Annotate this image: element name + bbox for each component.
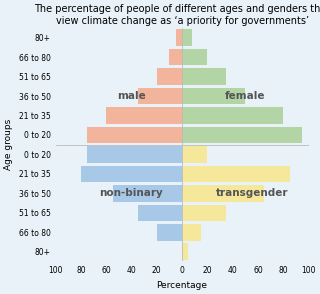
Bar — [113, 185, 182, 202]
Text: male: male — [117, 91, 146, 101]
Bar — [138, 88, 182, 104]
Bar — [157, 224, 182, 240]
Bar — [157, 68, 182, 85]
Text: non-binary: non-binary — [100, 188, 163, 198]
Bar — [87, 127, 182, 143]
Bar — [182, 49, 207, 65]
X-axis label: Percentage: Percentage — [156, 281, 208, 290]
Bar — [182, 166, 290, 182]
Bar — [182, 146, 207, 163]
Bar — [87, 146, 182, 163]
Bar — [176, 29, 182, 46]
Bar — [182, 107, 283, 124]
Bar — [182, 243, 188, 260]
Text: female: female — [225, 91, 266, 101]
Bar — [182, 68, 226, 85]
Bar — [182, 88, 245, 104]
Bar — [182, 205, 226, 221]
Bar — [182, 185, 264, 202]
Y-axis label: Age groups: Age groups — [4, 119, 13, 170]
Bar — [138, 205, 182, 221]
Bar — [182, 224, 201, 240]
Text: transgender: transgender — [215, 188, 288, 198]
Bar — [182, 127, 302, 143]
Title: The percentage of people of different ages and genders that
view climate change : The percentage of people of different ag… — [34, 4, 320, 26]
Bar — [81, 166, 182, 182]
Bar — [106, 107, 182, 124]
Bar — [169, 49, 182, 65]
Bar — [182, 29, 192, 46]
